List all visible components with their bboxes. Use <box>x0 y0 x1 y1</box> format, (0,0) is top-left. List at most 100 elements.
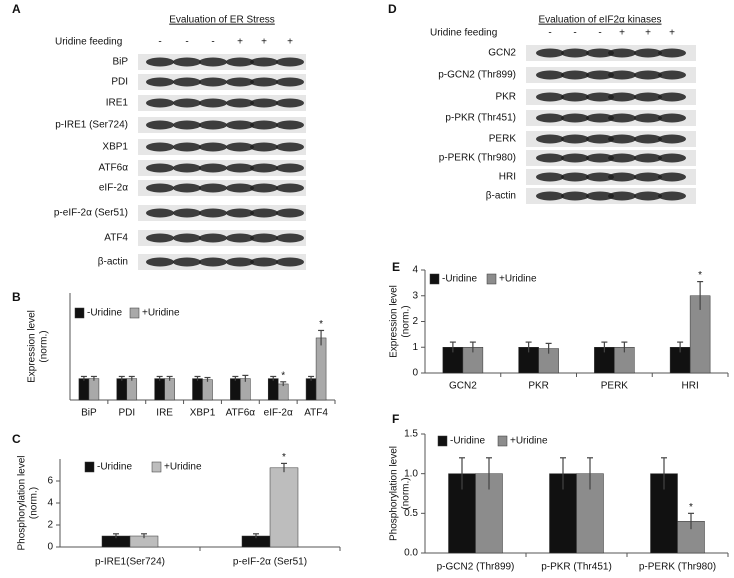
blot-band <box>226 208 254 218</box>
blot-band <box>250 208 278 218</box>
blot-band <box>658 153 686 163</box>
blot-band <box>536 134 564 144</box>
y-axis-label: (norm.) <box>29 487 40 519</box>
blot-row-label: p-PERK (Thr980) <box>439 153 516 164</box>
blot-band <box>146 183 174 193</box>
blot-band <box>658 92 686 102</box>
blot-title: Evaluation of eIF2α kinases <box>538 15 661 26</box>
blot-row-label: β-actin <box>98 257 128 268</box>
blot-band <box>586 153 614 163</box>
y-axis-label: Expression level <box>389 285 400 358</box>
blot-band <box>536 92 564 102</box>
blot-row-label: p-GCN2 (Thr899) <box>438 70 516 81</box>
y-tick-label: 2 <box>412 316 418 327</box>
blot-band <box>276 257 304 267</box>
blot-band <box>586 48 614 58</box>
blot-band <box>561 172 589 182</box>
blot-band <box>146 257 174 267</box>
blot-band <box>250 257 278 267</box>
significance-mark: * <box>689 502 693 513</box>
blot-row-label: BiP <box>112 57 128 68</box>
legend-label: +Uridine <box>510 436 548 447</box>
blot-band <box>250 142 278 152</box>
x-tick-label: IRE <box>156 408 173 419</box>
lane-sign: + <box>287 37 293 48</box>
y-tick-label: 0.0 <box>404 548 418 559</box>
blot-row-label: ATF4 <box>104 233 128 244</box>
x-tick-label: PERK <box>601 381 629 392</box>
blot-band <box>276 98 304 108</box>
significance-mark: * <box>282 452 286 463</box>
x-tick-label: PKR <box>528 381 549 392</box>
blot-row-label: ATF6α <box>99 163 129 174</box>
bar <box>164 378 175 401</box>
blot-band <box>250 98 278 108</box>
y-axis-label: (norm.) <box>39 330 50 362</box>
bar <box>305 378 317 401</box>
blot-band <box>561 70 589 80</box>
blot-title: Evaluation of ER Stress <box>169 15 275 26</box>
blot-band <box>608 48 636 58</box>
blot-band <box>276 57 304 67</box>
y-tick-label: 1.5 <box>404 429 418 440</box>
blot-band <box>173 208 201 218</box>
blot-band <box>276 183 304 193</box>
blot-band <box>146 77 174 87</box>
lane-sign: - <box>598 28 601 39</box>
blot-band <box>658 48 686 58</box>
blot-band <box>199 257 227 267</box>
blot-band <box>146 98 174 108</box>
blot-band <box>146 142 174 152</box>
y-axis-label: Phosphorylation level <box>17 455 28 550</box>
blot-band <box>226 233 254 243</box>
blot-band <box>561 92 589 102</box>
blot-band <box>173 120 201 130</box>
legend-swatch <box>129 307 140 319</box>
y-tick-label: 0 <box>412 368 418 379</box>
blot-band <box>608 172 636 182</box>
blot-band <box>146 120 174 130</box>
lane-sign: + <box>669 28 675 39</box>
x-tick-label: PDI <box>118 408 135 419</box>
y-axis-label: (norm.) <box>401 305 412 337</box>
blot-band <box>173 163 201 173</box>
blot-band <box>536 153 564 163</box>
blot-band <box>199 183 227 193</box>
lane-sign: - <box>185 37 188 48</box>
lane-sign: + <box>619 28 625 39</box>
blot-band <box>658 191 686 201</box>
legend-swatch <box>74 307 85 319</box>
blot-band <box>536 70 564 80</box>
blot-band <box>536 191 564 201</box>
legend-label: -Uridine <box>442 274 477 285</box>
blot-band <box>199 163 227 173</box>
blot-band <box>586 134 614 144</box>
bar <box>315 337 327 401</box>
blot-band <box>173 142 201 152</box>
blot-band <box>634 172 662 182</box>
blot-band <box>199 77 227 87</box>
lane-sign: + <box>237 37 243 48</box>
blot-band <box>276 77 304 87</box>
x-tick-label: p-PKR (Thr451) <box>541 562 612 573</box>
significance-mark: * <box>319 319 323 330</box>
y-tick-label: 0 <box>47 542 53 553</box>
blot-band <box>608 153 636 163</box>
blot-band <box>561 153 589 163</box>
bar <box>230 378 241 401</box>
blot-band <box>634 92 662 102</box>
blot-band <box>146 233 174 243</box>
blot-band <box>586 92 614 102</box>
blot-band <box>226 77 254 87</box>
bar <box>78 378 90 401</box>
blot-row-label: p-IRE1 (Ser724) <box>55 120 128 131</box>
blot-band <box>226 183 254 193</box>
x-tick-label: p-IRE1(Ser724) <box>95 557 165 568</box>
legend-swatch <box>84 461 95 473</box>
blot-band <box>634 113 662 123</box>
blot-band <box>608 92 636 102</box>
blot-band <box>276 208 304 218</box>
blot-band <box>226 98 254 108</box>
blot-row-label: p-PKR (Thr451) <box>445 113 516 124</box>
